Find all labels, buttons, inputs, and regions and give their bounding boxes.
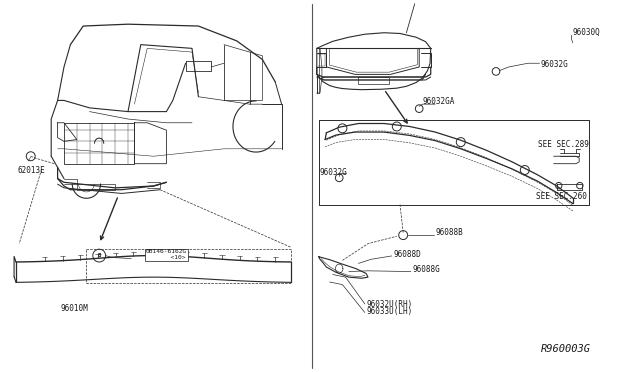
Text: B: B xyxy=(97,253,101,258)
Text: SEE SEC.260: SEE SEC.260 xyxy=(536,192,587,201)
Text: 96033U(LH): 96033U(LH) xyxy=(366,307,412,316)
Text: 96032GA: 96032GA xyxy=(422,97,455,106)
Text: 96032U(RH): 96032U(RH) xyxy=(366,300,412,309)
Text: 62013E: 62013E xyxy=(18,166,45,174)
Text: 96088D: 96088D xyxy=(394,250,421,259)
Text: SEE SEC.289: SEE SEC.289 xyxy=(538,140,588,149)
Text: 96010M: 96010M xyxy=(61,304,88,312)
Text: 0B146-6162G
      <10>: 0B146-6162G <10> xyxy=(146,250,187,260)
Text: 96088G: 96088G xyxy=(413,264,440,273)
Text: R960003G: R960003G xyxy=(541,343,591,353)
Text: 96032G: 96032G xyxy=(541,60,568,69)
Text: 96088B: 96088B xyxy=(435,228,463,237)
Text: 96032G: 96032G xyxy=(320,168,348,177)
Text: 96030Q: 96030Q xyxy=(573,28,600,37)
